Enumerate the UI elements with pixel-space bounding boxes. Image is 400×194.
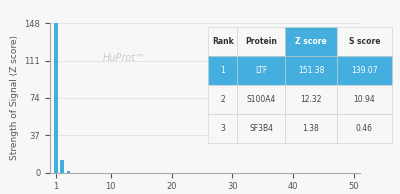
FancyBboxPatch shape: [285, 27, 337, 56]
FancyBboxPatch shape: [238, 56, 285, 85]
Text: Protein: Protein: [246, 37, 277, 46]
Text: 10.94: 10.94: [354, 95, 375, 104]
FancyBboxPatch shape: [208, 85, 238, 114]
Text: SF3B4: SF3B4: [249, 124, 273, 133]
Text: 0.46: 0.46: [356, 124, 373, 133]
Y-axis label: Strength of Signal (Z score): Strength of Signal (Z score): [10, 36, 19, 160]
FancyBboxPatch shape: [238, 27, 285, 56]
Text: Z score: Z score: [295, 37, 327, 46]
FancyBboxPatch shape: [285, 56, 337, 85]
Text: LTF: LTF: [255, 66, 268, 75]
FancyBboxPatch shape: [337, 56, 392, 85]
FancyBboxPatch shape: [208, 114, 238, 143]
FancyBboxPatch shape: [337, 85, 392, 114]
Text: Rank: Rank: [212, 37, 234, 46]
FancyBboxPatch shape: [238, 114, 285, 143]
Bar: [66, 171, 70, 173]
Bar: [60, 160, 64, 173]
FancyBboxPatch shape: [208, 56, 238, 85]
FancyBboxPatch shape: [208, 27, 238, 56]
Bar: [54, 20, 58, 173]
Text: 139.07: 139.07: [351, 66, 378, 75]
Text: 1: 1: [220, 66, 225, 75]
Text: 151.38: 151.38: [298, 66, 324, 75]
FancyBboxPatch shape: [238, 85, 285, 114]
FancyBboxPatch shape: [285, 85, 337, 114]
FancyBboxPatch shape: [285, 114, 337, 143]
Text: HuProt™: HuProt™: [103, 53, 146, 63]
Text: 1.38: 1.38: [303, 124, 320, 133]
Text: S100A4: S100A4: [247, 95, 276, 104]
Text: S score: S score: [349, 37, 380, 46]
FancyBboxPatch shape: [337, 114, 392, 143]
Text: 12.32: 12.32: [300, 95, 322, 104]
Text: 2: 2: [220, 95, 225, 104]
FancyBboxPatch shape: [337, 27, 392, 56]
Text: 3: 3: [220, 124, 225, 133]
